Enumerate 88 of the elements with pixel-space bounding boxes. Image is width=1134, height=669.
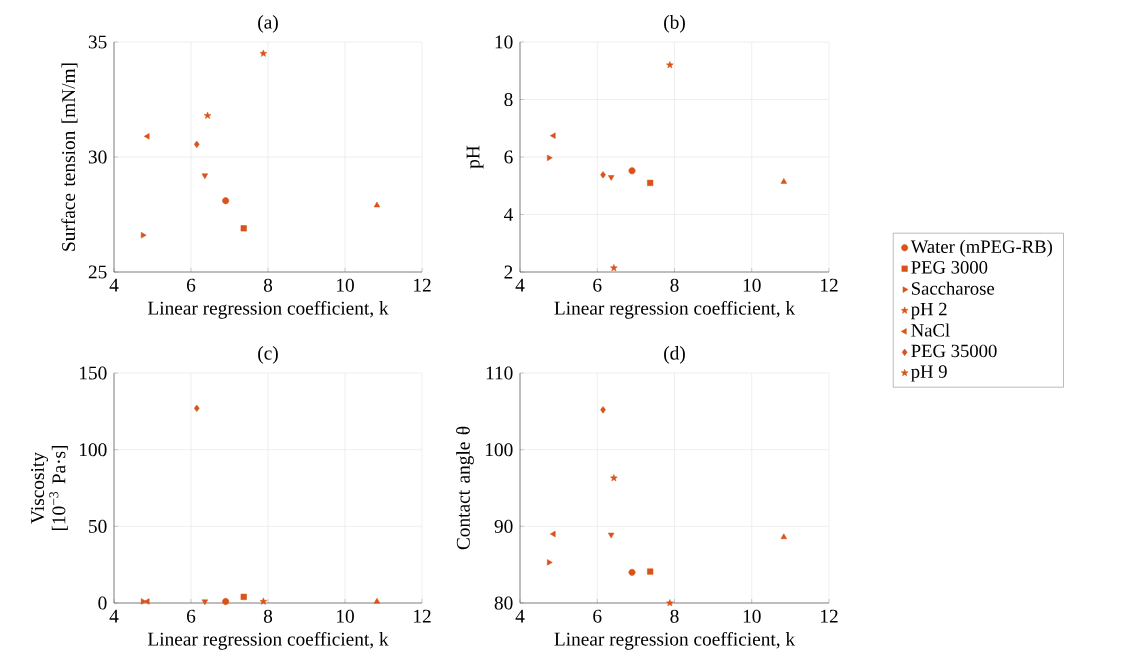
point: [259, 49, 268, 57]
legend-label: PEG 35000: [911, 344, 997, 358]
point: [610, 474, 618, 482]
legend-label: pH 9: [911, 365, 947, 382]
y-tick-label: 25: [88, 265, 107, 279]
x-tick-label: 8: [263, 609, 273, 623]
chart-title: (b): [664, 15, 685, 33]
y-tick-label: 35: [88, 35, 107, 49]
point: [628, 167, 636, 175]
point: [647, 568, 654, 575]
chart-title: (c): [258, 346, 278, 364]
x-tick-label: 6: [593, 278, 602, 292]
point: [373, 201, 381, 208]
x-tick-label: 4: [109, 609, 119, 623]
y-tick-label: 150: [79, 366, 107, 380]
point: [666, 61, 674, 69]
x-tick-label: 12: [821, 278, 838, 292]
legend-label: Saccharose: [911, 281, 995, 295]
x-tick-label: 10: [743, 278, 761, 292]
point: [201, 173, 209, 180]
point: [259, 597, 268, 605]
x-tick-label: 10: [337, 278, 354, 292]
x-tick-label: 12: [414, 278, 431, 292]
point: [780, 533, 787, 540]
x-tick-label: 4: [515, 278, 525, 292]
point: [143, 598, 150, 605]
point: [600, 406, 606, 414]
x-axis-title: Linear regression coefficient, k: [147, 300, 389, 319]
y-tick-label: 4: [504, 208, 513, 221]
legend-label: pH 2: [911, 302, 947, 320]
point: [547, 154, 553, 162]
point: [550, 530, 556, 538]
x-tick-label: 10: [337, 609, 354, 623]
y-tick-label: 80: [494, 596, 513, 610]
point: [647, 179, 654, 186]
y-tick-label: 8: [504, 92, 513, 107]
y-tick-label: 100: [79, 443, 107, 457]
point: [373, 597, 381, 604]
y-tick-label: 30: [88, 150, 107, 164]
y-tick-label: 0: [98, 596, 107, 610]
x-tick-label: 10: [743, 609, 761, 623]
x-tick-label: 8: [263, 278, 273, 292]
legend-label: PEG 3000: [911, 261, 988, 274]
y-tick-label: 6: [504, 150, 513, 164]
y-tick-label: 110: [486, 366, 513, 380]
point: [666, 599, 674, 607]
point: [608, 175, 615, 181]
legend-label: Water (mPEG-RB): [910, 239, 1052, 257]
y-tick-label: 50: [89, 519, 107, 533]
x-tick-label: 8: [670, 278, 679, 292]
point: [143, 133, 150, 140]
point: [194, 140, 200, 148]
point: [194, 404, 200, 412]
y-axis-title: pH: [466, 145, 484, 169]
point: [610, 264, 618, 272]
point: [222, 598, 230, 605]
x-tick-label: 12: [414, 609, 431, 623]
point: [240, 225, 247, 232]
x-tick-label: 6: [187, 609, 196, 623]
x-tick-label: 6: [593, 609, 602, 623]
y-tick-label: 2: [504, 265, 513, 279]
point: [780, 178, 787, 184]
y-tick-label: 100: [485, 443, 513, 457]
x-axis-title: Linear regression coefficient, k: [147, 631, 389, 650]
x-axis-title: Linear regression coefficient, k: [554, 631, 796, 650]
x-tick-label: 6: [187, 278, 196, 292]
point: [628, 568, 636, 576]
y-tick-label: 10: [495, 35, 513, 49]
x-axis-title: Linear regression coefficient, k: [554, 300, 796, 319]
point: [222, 197, 230, 205]
x-tick-label: 12: [821, 609, 838, 623]
y-axis-title: Surface tension [mN/m]: [61, 63, 78, 251]
point: [140, 232, 147, 239]
x-tick-label: 4: [515, 609, 525, 623]
chart-title: (d): [664, 346, 685, 364]
point: [600, 171, 606, 179]
point: [201, 599, 209, 606]
point: [240, 593, 247, 600]
y-tick-label: 90: [494, 519, 513, 533]
chart-title: (a): [258, 15, 278, 33]
legend-label: NaCl: [911, 323, 950, 337]
y-axis-title: Contact angle θ: [456, 426, 474, 550]
x-tick-label: 4: [109, 278, 119, 292]
point: [547, 559, 553, 566]
point: [550, 132, 556, 139]
point: [608, 532, 615, 539]
point: [203, 111, 212, 119]
x-tick-label: 8: [670, 609, 679, 623]
